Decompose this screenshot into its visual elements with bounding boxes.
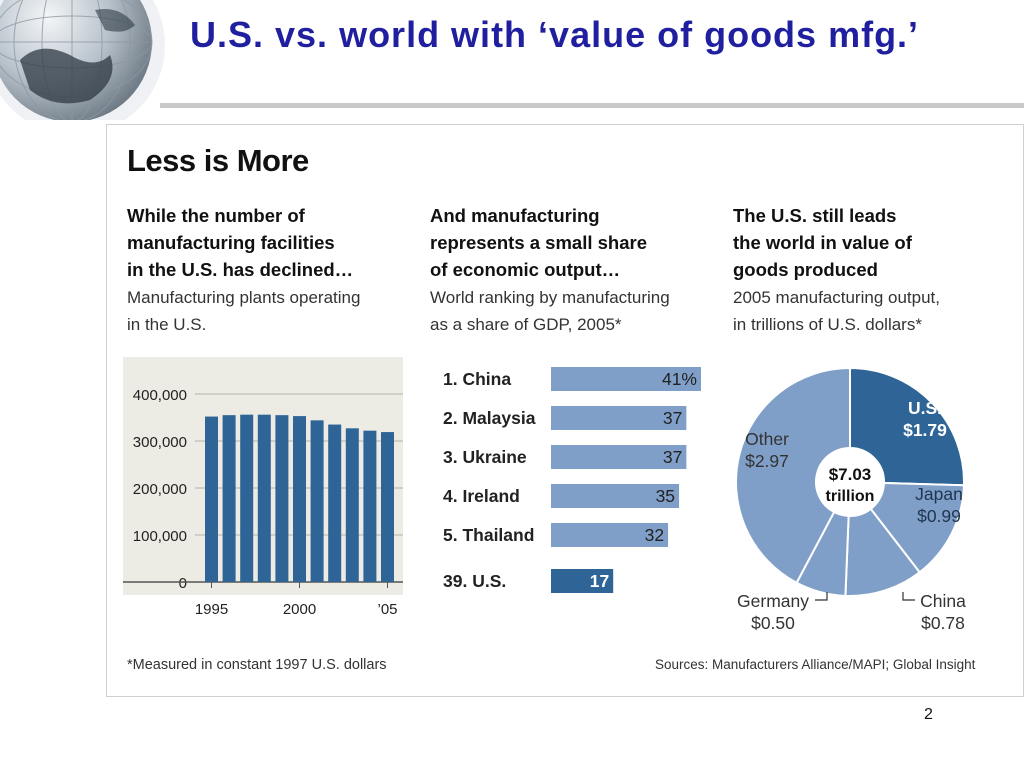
slide-title: U.S. vs. world with ‘value of goods mfg.… [190, 14, 920, 55]
donut-total-unit: trillion [826, 488, 875, 505]
slice-value-label: $0.50 [751, 613, 795, 633]
rank-label: 1. China [443, 369, 511, 389]
y-tick-label: 300,000 [133, 434, 187, 451]
bar-1. China [551, 367, 701, 391]
bar-2004 [363, 430, 377, 582]
slice-name-label: Other [745, 429, 789, 449]
slice-value-label: $1.79 [903, 420, 947, 440]
slice-value-label: $0.99 [917, 506, 961, 526]
infographic-panel: Less is More While the number of manufac… [106, 124, 1024, 697]
rank-label: 39. U.S. [443, 571, 506, 591]
plants-bar-chart: 400,000 300,000 200,000 100,000 0 1995 2000 ’05 [123, 357, 403, 618]
x-tick-label: 2000 [283, 601, 316, 618]
slice-value-label: $0.78 [921, 613, 965, 633]
bar-1997 [240, 414, 254, 582]
slice-name-label: Japan [915, 484, 963, 504]
sources-note: Sources: Manufacturers Alliance/MAPI; Gl… [655, 657, 976, 672]
col1-lead: While the number of manufacturing facili… [127, 205, 354, 280]
bar-2. Malaysia [551, 406, 687, 430]
y-tick-label: 200,000 [133, 481, 187, 498]
bar-3. Ukraine [551, 445, 687, 469]
slice-other [735, 366, 851, 585]
bar-2002 [328, 424, 342, 582]
y-tick-label: 400,000 [133, 387, 187, 404]
col3-lead: The U.S. still leads the world in value … [733, 205, 912, 280]
bar-5. Thailand [551, 523, 669, 547]
x-tick-label: 1995 [195, 601, 228, 618]
gdp-share-bar-chart: 1. China 41% 2. Malaysia 37 3. Ukraine 37 4. I… [443, 367, 701, 593]
rank-label: 3. Ukraine [443, 447, 527, 467]
slice-name-label: U.S. [908, 398, 942, 418]
bar-1998 [257, 414, 271, 582]
slice-name-label: Germany [737, 591, 809, 611]
donut-total-value: $7.03 [829, 465, 872, 484]
bar-4. Ireland [551, 484, 680, 508]
bar-value-label: 17 [590, 571, 609, 591]
bar-value-label: 41% [662, 369, 697, 389]
bar-2000 [293, 416, 306, 582]
rank-label: 4. Ireland [443, 486, 520, 506]
col3-subtitle: 2005 manufacturing output, in trillions … [733, 288, 940, 334]
bar-2005 [381, 432, 394, 582]
slice-name-label: China [920, 591, 966, 611]
slice-value-label: $2.97 [745, 451, 789, 471]
col2-lead: And manufacturing represents a small sha… [430, 205, 647, 280]
col1-subtitle: Manufacturing plants operating in the U.… [127, 288, 361, 334]
x-tick-label: ’05 [377, 601, 397, 618]
y-tick-label: 100,000 [133, 528, 187, 545]
rank-label: 2. Malaysia [443, 408, 536, 428]
bar-1996 [222, 415, 236, 582]
col2-subtitle: World ranking by manufacturing as a shar… [430, 288, 670, 334]
bar-value-label: 35 [656, 486, 675, 506]
bar-value-label: 37 [663, 447, 682, 467]
donut-hole [816, 448, 884, 516]
bar-1995 [205, 416, 218, 582]
page-number: 2 [924, 706, 933, 723]
rank-label: 5. Thailand [443, 525, 534, 545]
globe-logo [0, 0, 1024, 120]
bar-value-label: 32 [645, 525, 664, 545]
output-donut-chart: $7.03trillionU.S.$1.79Japan$0.99China$0.… [735, 366, 966, 633]
footnote: *Measured in constant 1997 U.S. dollars [127, 657, 387, 673]
bar-value-label: 37 [663, 408, 682, 428]
bar-2003 [345, 428, 359, 582]
germany-leader-line [815, 592, 828, 601]
graphic-headline: Less is More [127, 143, 309, 178]
bar-2001 [310, 420, 324, 582]
china-leader-line [902, 592, 915, 601]
bar-39. U.S. [551, 569, 614, 593]
bar-1999 [275, 415, 289, 582]
y-tick-label: 0 [179, 575, 187, 592]
